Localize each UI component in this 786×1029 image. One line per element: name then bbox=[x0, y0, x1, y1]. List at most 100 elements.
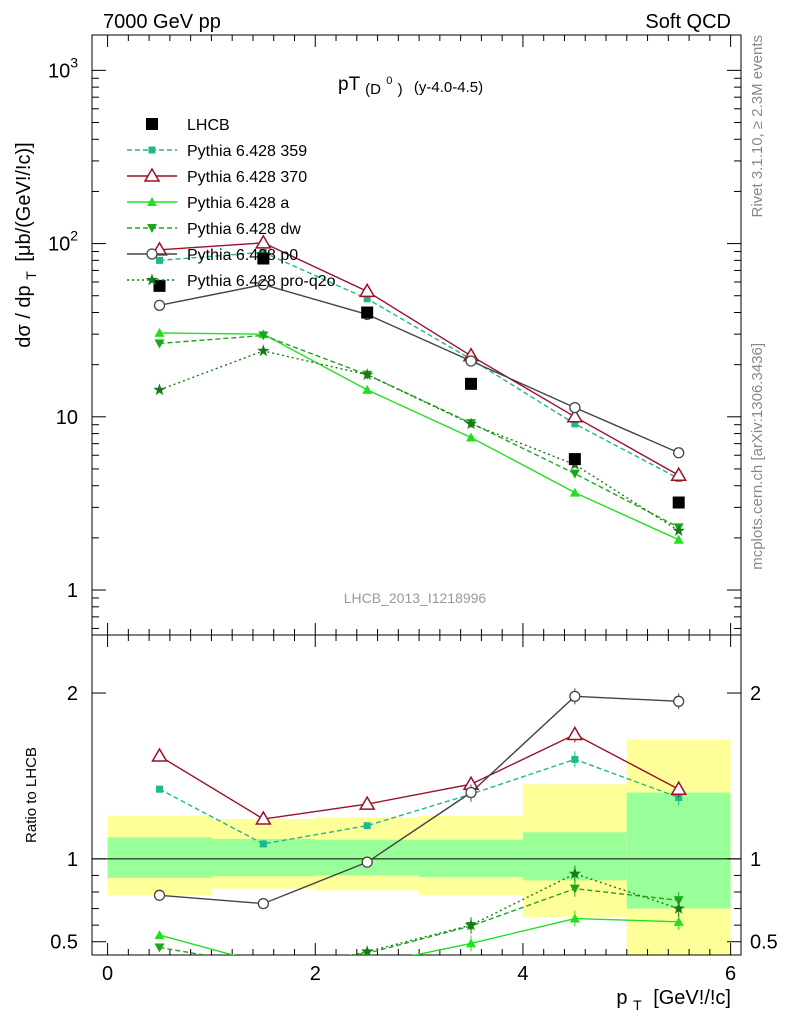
y-tick-label-bottom: 2 bbox=[67, 683, 78, 705]
ratio-point-pa bbox=[569, 913, 580, 923]
series-point-p370 bbox=[566, 408, 584, 423]
legend-marker-pa bbox=[147, 197, 157, 206]
uncertainty-bands bbox=[107, 739, 731, 955]
ratio-point-pq2o bbox=[257, 968, 269, 980]
series-point-p370 bbox=[255, 234, 272, 249]
series-point-pa bbox=[154, 327, 165, 337]
legend-marker-pp0 bbox=[146, 248, 158, 260]
y-axis-label-top-main: dσ / dp bbox=[13, 285, 35, 347]
ratio-line-p370 bbox=[159, 733, 680, 820]
series-point-pdw bbox=[258, 331, 269, 341]
legend-label-pa: Pythia 6.428 a bbox=[187, 195, 289, 212]
data-point-lhcb bbox=[153, 279, 166, 292]
legend-label-p359: Pythia 6.428 359 bbox=[187, 143, 307, 160]
x-axis-label: p T [GeV!/!c] bbox=[616, 987, 731, 1015]
ratio-line-pq2o bbox=[349, 873, 679, 955]
ratio-point-pq2o bbox=[153, 977, 165, 989]
legend-marker-p359 bbox=[148, 146, 156, 154]
x-axis-label-main: p bbox=[616, 987, 627, 1009]
series-point-pq2o bbox=[153, 383, 166, 396]
band-inner-rect bbox=[107, 837, 212, 878]
ratio-point-pq2o bbox=[361, 945, 374, 955]
data-point-lhcb bbox=[672, 496, 685, 509]
series-line-p370 bbox=[159, 242, 680, 476]
analysis-watermark: LHCB_2013_I1218996 bbox=[344, 590, 487, 606]
series-point-pq2o bbox=[464, 417, 478, 430]
series-point-pdw bbox=[154, 339, 165, 349]
ratio-point-p359 bbox=[259, 840, 267, 848]
series-point-pa bbox=[362, 384, 373, 394]
ratio-point-pa bbox=[673, 916, 684, 926]
ratio-point-pa bbox=[154, 930, 165, 940]
series-point-p359 bbox=[259, 248, 267, 256]
plot-title-sup: 0 bbox=[386, 75, 392, 87]
x-tick-label: 0 bbox=[102, 963, 113, 985]
data-point-lhcb bbox=[465, 377, 478, 390]
series-point-pp0 bbox=[153, 299, 166, 311]
ratio-point-p370 bbox=[566, 725, 584, 741]
ratio-point-pq2o bbox=[568, 867, 581, 879]
ratio-point-pp0 bbox=[153, 889, 166, 901]
ratio-point-pa bbox=[258, 958, 268, 967]
legend-marker-lhcb bbox=[146, 118, 158, 130]
ratio-point-pdw bbox=[258, 961, 268, 970]
data-point-lhcb bbox=[257, 252, 270, 265]
y-tick-label-bottom-right: 0.5 bbox=[750, 932, 778, 954]
ratio-panel-series bbox=[151, 688, 688, 989]
ratio-point-p370 bbox=[358, 795, 376, 810]
header-energy: 7000 GeV pp bbox=[103, 11, 221, 33]
x-axis-label-sub: T bbox=[633, 997, 642, 1013]
ratio-line-pa bbox=[159, 917, 679, 955]
y-axis-label-top: dσ / dp T [μb/(GeV!/!c)] bbox=[13, 142, 41, 347]
y-tick-label-top: 1 bbox=[67, 580, 78, 602]
y-tick-label-top: 102 bbox=[48, 228, 78, 256]
series-line-pa bbox=[159, 332, 679, 541]
series-point-pp0 bbox=[673, 447, 685, 459]
ratio-point-p370 bbox=[255, 810, 272, 825]
series-point-p370 bbox=[358, 282, 376, 298]
legend: LHCB Pythia 6.428 359 Pythia 6.428 370 Pyth… bbox=[127, 117, 336, 290]
y-axis-label-top-sub: T bbox=[23, 271, 39, 280]
x-tick-label: 6 bbox=[725, 963, 736, 985]
series-point-pdw bbox=[569, 469, 580, 479]
data-point-lhcb bbox=[361, 306, 374, 319]
series-point-pq2o bbox=[257, 344, 270, 357]
ratio-point-pa bbox=[466, 938, 477, 948]
legend-label-pdw: Pythia 6.428 dw bbox=[187, 221, 301, 238]
data-point-lhcb bbox=[568, 453, 581, 466]
source-label: mcplots.cern.ch [arXiv:1306.3436] bbox=[749, 343, 766, 570]
legend-label-lhcb: LHCB bbox=[187, 117, 230, 134]
series-point-pq2o bbox=[672, 524, 685, 536]
y-tick-label-top-base: 10 bbox=[48, 60, 70, 82]
legend-label-p370: Pythia 6.428 370 bbox=[187, 169, 307, 186]
ratio-point-p370 bbox=[670, 780, 688, 795]
ratio-point-pp0 bbox=[465, 786, 477, 799]
x-axis-label-unit: [GeV!/!c] bbox=[653, 987, 731, 1009]
ratio-point-p359 bbox=[155, 785, 163, 793]
series-point-p359 bbox=[363, 295, 371, 303]
ratio-point-p370 bbox=[151, 747, 168, 762]
y-tick-label-top-base: 1 bbox=[67, 580, 78, 602]
series-point-pa bbox=[569, 487, 580, 497]
series-line-pdw bbox=[159, 334, 680, 528]
ratio-point-p359 bbox=[571, 755, 579, 763]
ratio-point-pp0 bbox=[257, 897, 269, 910]
series-point-pp0 bbox=[465, 355, 477, 367]
plot-title-main: pT bbox=[338, 74, 361, 95]
y-tick-label-top-base: 10 bbox=[56, 407, 78, 429]
ratio-line-p359 bbox=[159, 758, 679, 845]
series-line-pp0 bbox=[159, 283, 679, 454]
plot-title-close: ) bbox=[398, 81, 403, 98]
ratio-point-pp0 bbox=[569, 690, 581, 702]
header-category: Soft QCD bbox=[645, 11, 731, 33]
y-tick-label-top: 10 bbox=[56, 407, 78, 429]
y-tick-label-top-exp: 2 bbox=[70, 228, 78, 244]
series-point-p359 bbox=[571, 420, 579, 428]
y-tick-label-bottom-right: 2 bbox=[750, 683, 761, 705]
legend-marker-pdw bbox=[147, 224, 157, 233]
rivet-version-label: Rivet 3.1.10, ≥ 2.3M events bbox=[749, 35, 766, 218]
ratio-point-p359 bbox=[675, 793, 683, 801]
ratio-point-p359 bbox=[363, 822, 371, 830]
